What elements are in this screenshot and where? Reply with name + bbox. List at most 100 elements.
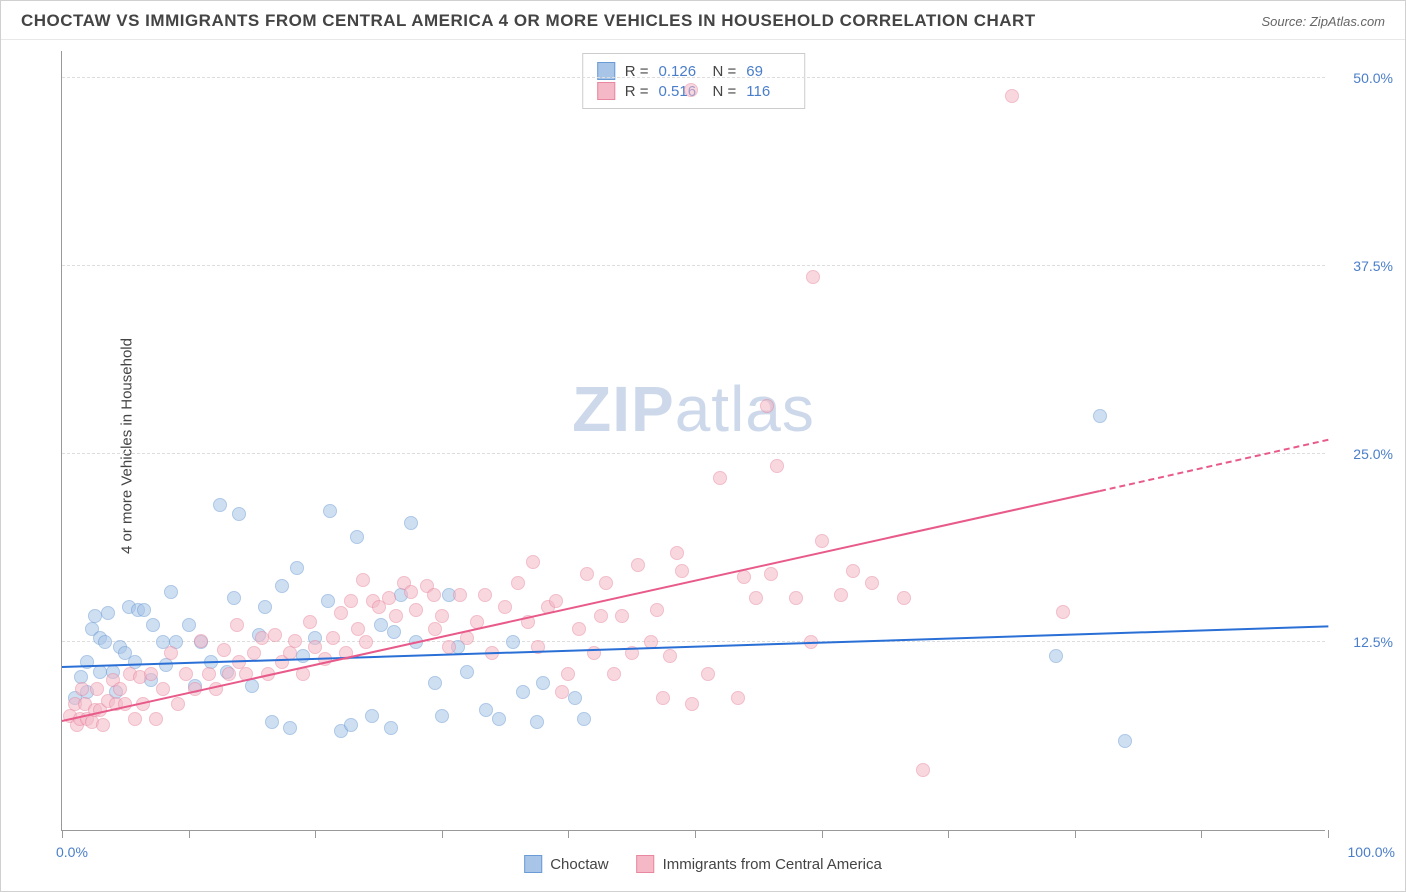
scatter-point bbox=[737, 570, 751, 584]
scatter-point bbox=[75, 682, 89, 696]
legend-item: Choctaw bbox=[524, 855, 608, 873]
y-axis-label: 37.5% bbox=[1353, 258, 1393, 274]
scatter-point bbox=[356, 573, 370, 587]
legend-label: Immigrants from Central America bbox=[663, 856, 882, 873]
scatter-point bbox=[146, 618, 160, 632]
scatter-point bbox=[164, 646, 178, 660]
scatter-point bbox=[230, 618, 244, 632]
scatter-point bbox=[760, 399, 774, 413]
scatter-point bbox=[650, 603, 664, 617]
x-tick bbox=[1328, 830, 1329, 838]
scatter-point bbox=[404, 585, 418, 599]
legend-swatch bbox=[637, 855, 655, 873]
scatter-point bbox=[384, 721, 398, 735]
scatter-point bbox=[549, 594, 563, 608]
scatter-point bbox=[296, 649, 310, 663]
scatter-point bbox=[387, 625, 401, 639]
scatter-point bbox=[101, 606, 115, 620]
scatter-point bbox=[268, 628, 282, 642]
scatter-point bbox=[536, 676, 550, 690]
stats-legend-box: R =0.126N =69R =0.516N =116 bbox=[582, 53, 806, 109]
scatter-point bbox=[359, 635, 373, 649]
scatter-point bbox=[247, 646, 261, 660]
legend-item: Immigrants from Central America bbox=[637, 855, 882, 873]
scatter-point bbox=[182, 618, 196, 632]
scatter-point bbox=[171, 697, 185, 711]
r-label: R = bbox=[625, 83, 649, 100]
watermark: ZIPatlas bbox=[572, 372, 815, 446]
x-tick bbox=[189, 830, 190, 838]
scatter-point bbox=[492, 712, 506, 726]
scatter-point bbox=[749, 591, 763, 605]
scatter-point bbox=[435, 709, 449, 723]
scatter-point bbox=[731, 691, 745, 705]
x-axis-min-label: 0.0% bbox=[56, 844, 88, 860]
scatter-point bbox=[321, 594, 335, 608]
gridline bbox=[62, 77, 1325, 78]
scatter-point bbox=[684, 83, 698, 97]
scatter-point bbox=[1056, 605, 1070, 619]
scatter-point bbox=[663, 649, 677, 663]
scatter-point bbox=[428, 622, 442, 636]
scatter-point bbox=[194, 634, 208, 648]
scatter-point bbox=[232, 507, 246, 521]
scatter-point bbox=[587, 646, 601, 660]
scatter-point bbox=[137, 603, 151, 617]
scatter-point bbox=[334, 606, 348, 620]
scatter-point bbox=[213, 498, 227, 512]
x-tick bbox=[442, 830, 443, 838]
scatter-point bbox=[555, 685, 569, 699]
scatter-point bbox=[479, 703, 493, 717]
scatter-point bbox=[323, 504, 337, 518]
scatter-point bbox=[98, 635, 112, 649]
scatter-point bbox=[561, 667, 575, 681]
gridline bbox=[62, 641, 1325, 642]
watermark-prefix: ZIP bbox=[572, 373, 675, 445]
scatter-point bbox=[144, 667, 158, 681]
scatter-point bbox=[607, 667, 621, 681]
scatter-point bbox=[308, 640, 322, 654]
scatter-point bbox=[128, 712, 142, 726]
scatter-point bbox=[506, 635, 520, 649]
legend-swatch bbox=[597, 82, 615, 100]
x-axis-max-label: 100.0% bbox=[1348, 844, 1395, 860]
scatter-point bbox=[156, 682, 170, 696]
scatter-point bbox=[460, 665, 474, 679]
trend-line bbox=[62, 490, 1101, 722]
scatter-point bbox=[897, 591, 911, 605]
scatter-point bbox=[179, 667, 193, 681]
scatter-point bbox=[670, 546, 684, 560]
scatter-point bbox=[217, 643, 231, 657]
scatter-point bbox=[389, 609, 403, 623]
scatter-point bbox=[846, 564, 860, 578]
scatter-point bbox=[428, 676, 442, 690]
scatter-point bbox=[594, 609, 608, 623]
scatter-point bbox=[615, 609, 629, 623]
n-value: 116 bbox=[746, 83, 790, 100]
scatter-point bbox=[577, 712, 591, 726]
trend-line bbox=[1100, 439, 1328, 492]
x-tick bbox=[1201, 830, 1202, 838]
scatter-point bbox=[770, 459, 784, 473]
scatter-point bbox=[834, 588, 848, 602]
scatter-point bbox=[789, 591, 803, 605]
x-tick bbox=[568, 830, 569, 838]
source-credit: Source: ZipAtlas.com bbox=[1261, 14, 1385, 29]
scatter-point bbox=[90, 682, 104, 696]
x-tick bbox=[695, 830, 696, 838]
chart-title: CHOCTAW VS IMMIGRANTS FROM CENTRAL AMERI… bbox=[21, 11, 1036, 31]
scatter-point bbox=[1093, 409, 1107, 423]
scatter-point bbox=[265, 715, 279, 729]
x-tick bbox=[315, 830, 316, 838]
legend-label: Choctaw bbox=[550, 856, 608, 873]
scatter-point bbox=[222, 667, 236, 681]
scatter-point bbox=[283, 721, 297, 735]
scatter-point bbox=[865, 576, 879, 590]
x-tick bbox=[948, 830, 949, 838]
gridline bbox=[62, 265, 1325, 266]
scatter-point bbox=[764, 567, 778, 581]
scatter-point bbox=[1118, 734, 1132, 748]
scatter-point bbox=[290, 561, 304, 575]
scatter-point bbox=[202, 667, 216, 681]
scatter-point bbox=[303, 615, 317, 629]
